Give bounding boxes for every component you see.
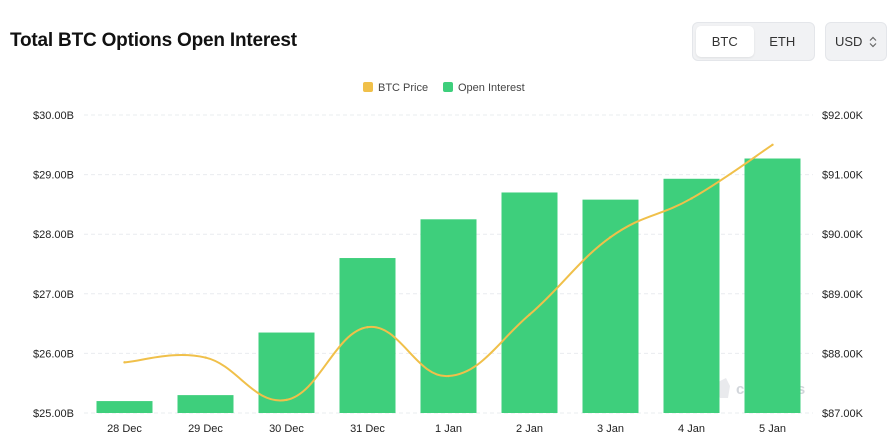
legend-label-open-interest: Open Interest: [458, 82, 525, 94]
btc-price-point[interactable]: [609, 235, 612, 239]
x-axis-ticks: 28 Dec 29 Dec 30 Dec 31 Dec 1 Jan 2 Jan 3 Jan 4…: [107, 423, 786, 435]
left-axis-tick-label: $25.00B: [33, 408, 74, 420]
left-axis-tick-label: $28.00B: [33, 229, 74, 241]
right-axis-tick-label: $88.00K: [822, 348, 864, 360]
right-axis-tick-label: $92.00K: [822, 110, 864, 122]
x-axis-tick-label: 31 Dec: [350, 423, 385, 435]
x-axis-tick-label: 29 Dec: [188, 423, 223, 435]
open-interest-bar[interactable]: [663, 178, 720, 413]
btc-price-line-path: [124, 143, 774, 402]
btc-price-point[interactable]: [285, 398, 288, 402]
chevron-up-down-icon: [869, 36, 877, 48]
btc-price-point[interactable]: [690, 197, 693, 200]
x-axis-tick-label: 4 Jan: [678, 423, 705, 435]
left-axis-tick-label: $30.00B: [33, 110, 74, 122]
left-axis-tick-label: $29.00B: [33, 170, 74, 182]
x-axis-tick-label: 1 Jan: [435, 423, 462, 435]
currency-select-value: USD: [835, 34, 863, 49]
tab-btc[interactable]: BTC: [696, 26, 754, 57]
x-axis-tick-label: 3 Jan: [597, 423, 624, 435]
open-interest-bar[interactable]: [744, 158, 801, 413]
x-axis-tick-label: 2 Jan: [516, 423, 543, 435]
right-axis-tick-label: $87.00K: [822, 408, 864, 420]
open-interest-bar[interactable]: [96, 401, 153, 413]
open-interest-bar[interactable]: [582, 199, 639, 413]
btc-price-point[interactable]: [204, 356, 207, 359]
right-axis-tick-label: $91.00K: [822, 170, 864, 182]
open-interest-bar[interactable]: [501, 192, 558, 413]
open-interest-bar[interactable]: [177, 395, 234, 413]
open-interest-bar[interactable]: [420, 219, 477, 413]
currency-select[interactable]: USD: [825, 22, 887, 61]
btc-price-point[interactable]: [528, 313, 531, 316]
page-title: Total BTC Options Open Interest: [10, 30, 297, 51]
legend-item-btc-price[interactable]: BTC Price: [363, 82, 428, 94]
right-axis-tick-label: $90.00K: [822, 229, 864, 241]
btc-price-point[interactable]: [447, 374, 450, 378]
legend-swatch-open-interest: [443, 82, 453, 92]
btc-price-point[interactable]: [366, 325, 369, 329]
open-interest-bars: [96, 158, 801, 413]
btc-price-line: [123, 143, 774, 402]
legend-swatch-btc-price: [363, 82, 373, 92]
btc-price-point[interactable]: [771, 143, 774, 146]
open-interest-bar[interactable]: [339, 258, 396, 413]
left-axis-tick-label: $27.00B: [33, 289, 74, 301]
right-axis-ticks: $87.00K $88.00K $89.00K $90.00K $91.00K $92.0…: [822, 110, 864, 420]
x-axis-tick-label: 28 Dec: [107, 423, 142, 435]
legend: BTC Price Open Interest: [363, 82, 525, 94]
legend-item-open-interest[interactable]: Open Interest: [443, 82, 525, 94]
x-axis-tick-label: 5 Jan: [759, 423, 786, 435]
right-axis-tick-label: $89.00K: [822, 289, 864, 301]
left-axis-tick-label: $26.00B: [33, 348, 74, 360]
legend-label-btc-price: BTC Price: [378, 82, 428, 94]
left-axis-ticks: $25.00B $26.00B $27.00B $28.00B $29.00B $30.0…: [33, 110, 74, 420]
x-axis-tick-label: 30 Dec: [269, 423, 304, 435]
tab-eth[interactable]: ETH: [769, 34, 796, 49]
asset-toggle: BTC ETH: [692, 22, 815, 61]
btc-price-point[interactable]: [123, 361, 126, 364]
